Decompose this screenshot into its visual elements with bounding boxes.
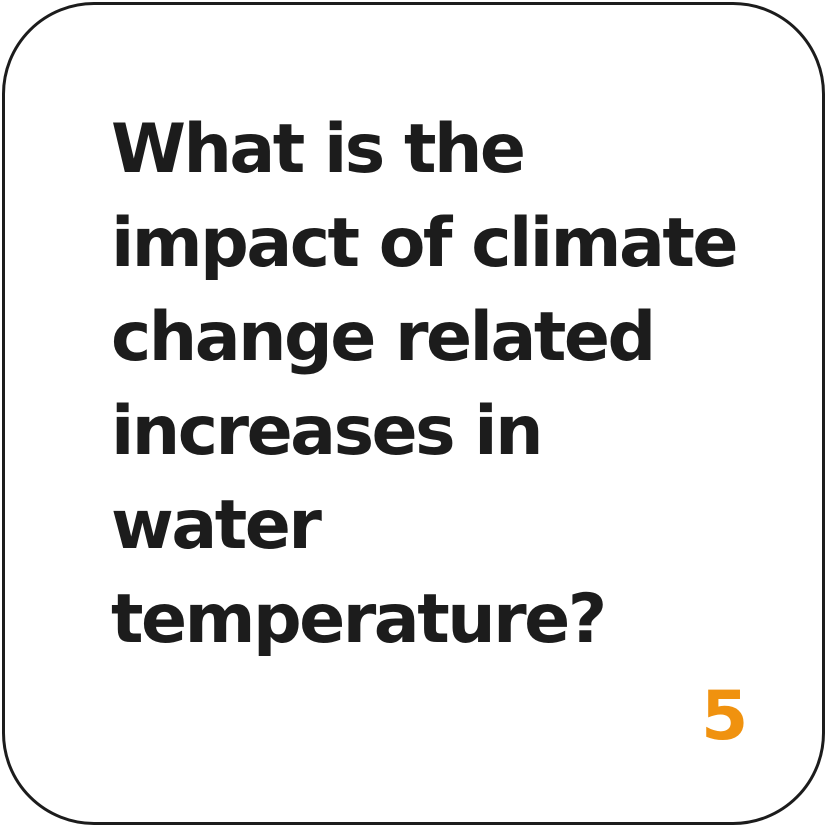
question-text: What is the impact of climate change rel… [111,103,791,667]
question-line: water [111,486,322,565]
card-number: 5 [701,677,749,756]
question-line: temperature? [111,580,607,659]
question-line: What is the [111,110,526,189]
question-card: What is the impact of climate change rel… [2,2,825,825]
question-line: change related [111,298,656,377]
question-line: impact of climate [111,204,738,283]
question-line: increases in [111,392,544,471]
